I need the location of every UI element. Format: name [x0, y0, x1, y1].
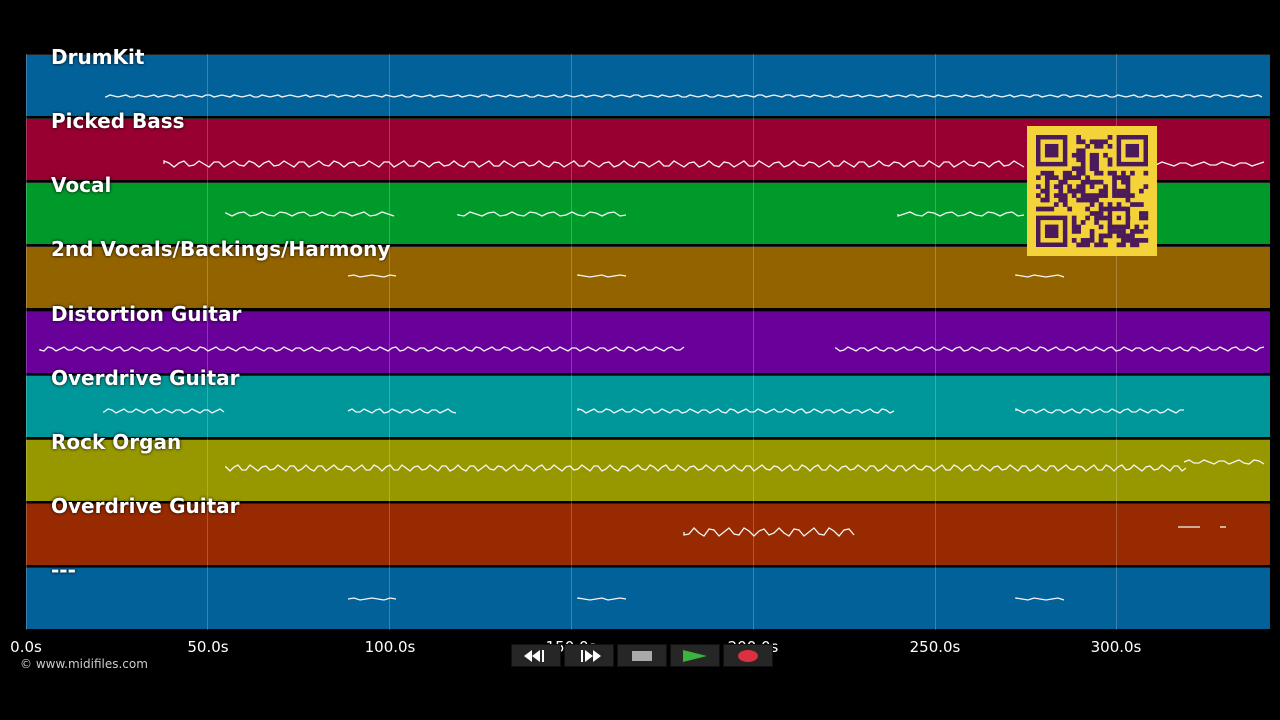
transport-controls	[511, 644, 773, 667]
time-tick-label: 250.0s	[909, 638, 961, 656]
track-label: 2nd Vocals/Backings/Harmony	[51, 237, 391, 261]
track-lane[interactable]: Rock Organ	[26, 430, 1270, 501]
stop-button[interactable]	[617, 644, 667, 667]
stop-icon	[632, 650, 652, 661]
track-label: Overdrive Guitar	[51, 366, 240, 390]
rewind-button[interactable]	[511, 644, 561, 667]
record-button[interactable]	[723, 644, 773, 667]
track-label: Vocal	[51, 173, 112, 197]
track-lane[interactable]: DrumKit	[26, 45, 1270, 116]
track-label: Overdrive Guitar	[51, 494, 240, 518]
track-label: Picked Bass	[51, 109, 185, 133]
track-lanes: DrumKit Picked Bass Vocal 2nd Vocals/Bac…	[26, 45, 1270, 630]
play-button[interactable]	[670, 644, 720, 667]
track-lane[interactable]: Overdrive Guitar	[26, 494, 1270, 565]
track-label: Rock Organ	[51, 430, 182, 454]
time-tick-label: 50.0s	[187, 638, 229, 656]
time-tick-label: 0.0s	[10, 638, 42, 656]
track-label: Distortion Guitar	[51, 302, 242, 326]
play-icon	[683, 649, 707, 662]
copyright-text: © www.midifiles.com	[20, 657, 148, 671]
fast-forward-icon	[581, 649, 601, 662]
record-icon	[738, 649, 758, 662]
track-lane[interactable]: Overdrive Guitar	[26, 366, 1270, 437]
time-tick-label: 300.0s	[1090, 638, 1142, 656]
track-label: ---	[51, 558, 76, 582]
time-tick-label: 100.0s	[364, 638, 416, 656]
rewind-icon	[524, 649, 544, 662]
qr-code-icon	[1027, 126, 1157, 256]
track-lane[interactable]: ---	[26, 558, 1270, 629]
track-lane[interactable]: Distortion Guitar	[26, 302, 1270, 373]
fast-forward-button[interactable]	[564, 644, 614, 667]
track-label: DrumKit	[51, 45, 145, 69]
